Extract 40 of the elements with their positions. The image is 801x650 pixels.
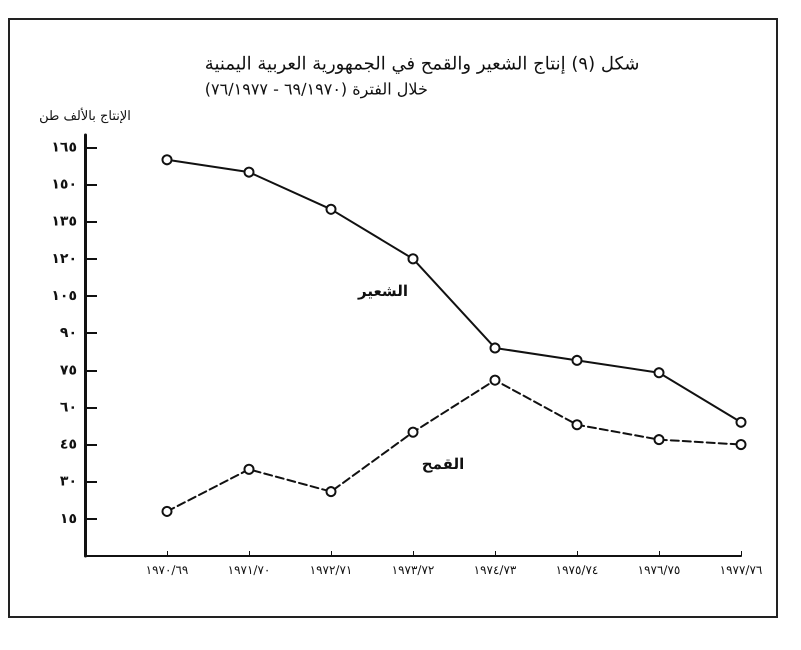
- y-tick-label: ١٦٥: [51, 139, 77, 156]
- x-tick-label: ١٩٧٠/٦٩: [146, 563, 188, 577]
- y-tick-label: ١٠٥: [51, 288, 77, 304]
- x-tick-label: ١٩٧٣/٧٢: [392, 563, 434, 577]
- y-tick-label: ١٥: [60, 510, 77, 527]
- point: [244, 166, 254, 178]
- x-tick-label: ١٩٧٦/٧٥: [638, 563, 680, 577]
- point: [490, 342, 500, 354]
- y-tick-label: ٤٥: [60, 436, 77, 453]
- y-tick-label: ٣٠: [60, 474, 77, 490]
- chart-title: شكل (٩) إنتاج الشعير والقمح في الجمهورية العربية اليمنية: [204, 54, 640, 74]
- y-tick-label: ٧٥: [60, 362, 77, 378]
- point: [736, 416, 746, 428]
- y-tick-label: ١٢٠: [51, 250, 77, 267]
- point: [654, 367, 664, 378]
- point: [162, 154, 172, 166]
- point: [736, 439, 746, 450]
- point: [326, 486, 336, 498]
- point: [408, 253, 418, 264]
- y-tick-label: ١٣٥: [51, 214, 77, 230]
- point: [326, 204, 336, 215]
- point: [162, 506, 172, 517]
- series-label: القمح: [422, 455, 464, 474]
- y-tick-label: ٩٠: [60, 325, 77, 342]
- point: [408, 426, 418, 438]
- point: [490, 374, 500, 386]
- y-tick-label: ٦٠: [60, 399, 77, 416]
- x-tick-label: ١٩٧٤/٧٣: [474, 563, 517, 577]
- y-axis-title: الإنتاج بالألف طن: [39, 107, 131, 124]
- x-tick-label: ١٩٧٧/٧٦: [720, 563, 762, 577]
- point: [654, 434, 664, 446]
- chart-subtitle: خلال الفترة (٦٩/١٩٧٠ - ٧٦/١٩٧٧): [204, 80, 428, 98]
- series-label: الشعير: [357, 282, 408, 300]
- x-tick-label: ١٩٧٢/٧١: [310, 563, 352, 577]
- y-tick-label: ١٥٠: [51, 176, 77, 193]
- point: [572, 419, 582, 430]
- point: [244, 464, 254, 475]
- point: [572, 354, 582, 366]
- x-tick-label: ١٩٧١/٧٠: [228, 563, 270, 577]
- x-tick-label: ١٩٧٥/٧٤: [556, 563, 598, 577]
